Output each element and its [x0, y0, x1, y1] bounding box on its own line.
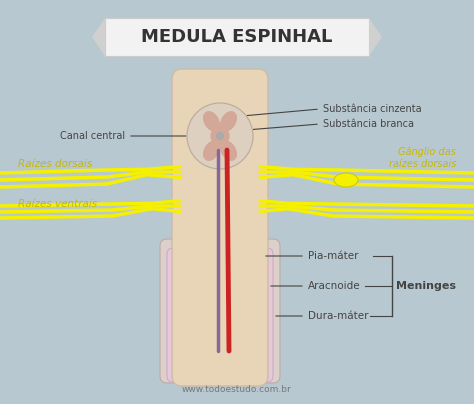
Text: Raízes ventrais: Raízes ventrais — [18, 199, 97, 209]
FancyBboxPatch shape — [105, 18, 369, 56]
FancyBboxPatch shape — [160, 239, 280, 383]
Text: Pia-máter: Pia-máter — [308, 251, 358, 261]
Text: Substância branca: Substância branca — [323, 119, 414, 129]
Text: Dura-máter: Dura-máter — [308, 311, 368, 321]
Ellipse shape — [220, 141, 237, 161]
Ellipse shape — [203, 141, 220, 161]
Ellipse shape — [220, 111, 237, 132]
Text: Canal central: Canal central — [60, 131, 125, 141]
Circle shape — [217, 133, 224, 139]
Polygon shape — [369, 18, 382, 56]
FancyBboxPatch shape — [167, 248, 273, 382]
Text: Gânglio das
raízes dorsais: Gânglio das raízes dorsais — [389, 147, 456, 169]
Polygon shape — [92, 18, 105, 56]
Ellipse shape — [334, 173, 358, 187]
Ellipse shape — [203, 111, 220, 132]
Text: www.todoestudo.com.br: www.todoestudo.com.br — [182, 385, 292, 394]
Text: Raízes dorsais: Raízes dorsais — [18, 159, 92, 169]
FancyBboxPatch shape — [172, 69, 268, 386]
Text: MEDULA ESPINHAL: MEDULA ESPINHAL — [141, 28, 333, 46]
Circle shape — [187, 103, 253, 169]
Circle shape — [211, 127, 229, 145]
Text: Meninges: Meninges — [396, 281, 456, 291]
Text: Substância cinzenta: Substância cinzenta — [323, 104, 422, 114]
Text: Aracnoide: Aracnoide — [308, 281, 361, 291]
